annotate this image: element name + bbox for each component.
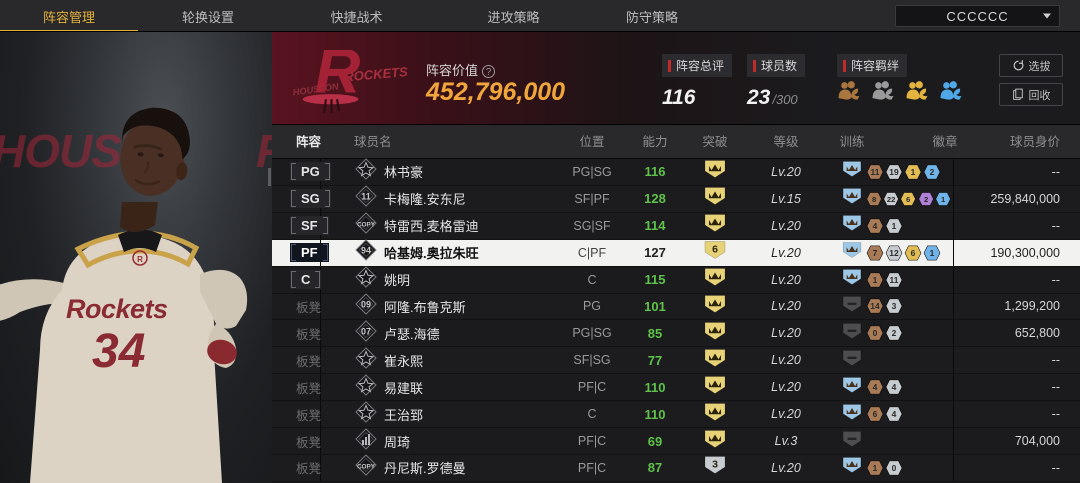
svg-text:11: 11 [361, 192, 371, 202]
svg-text:0: 0 [892, 463, 897, 473]
svg-text:12: 12 [889, 248, 899, 258]
svg-text:3: 3 [892, 302, 897, 312]
svg-text:2: 2 [924, 195, 928, 204]
svg-text:2: 2 [892, 329, 897, 339]
svg-text:COPY: COPY [357, 464, 376, 471]
svg-text:1: 1 [873, 275, 878, 285]
svg-text:COPY: COPY [357, 222, 376, 229]
svg-text:8: 8 [872, 195, 877, 204]
svg-text:R: R [137, 255, 143, 264]
svg-text:11: 11 [871, 167, 880, 177]
svg-text:Rockets: Rockets [66, 294, 168, 324]
svg-text:19: 19 [889, 167, 899, 177]
svg-text:6: 6 [911, 248, 916, 258]
svg-text:4: 4 [892, 382, 897, 392]
svg-text:3: 3 [712, 459, 718, 471]
svg-text:7: 7 [873, 248, 878, 258]
svg-text:1: 1 [930, 248, 935, 258]
svg-text:07: 07 [361, 326, 371, 336]
svg-text:6: 6 [906, 195, 910, 204]
svg-text:22: 22 [887, 195, 896, 204]
svg-text:1: 1 [873, 463, 878, 473]
svg-text:2: 2 [930, 167, 935, 177]
svg-text:4: 4 [892, 409, 897, 419]
svg-text:1: 1 [892, 221, 897, 231]
svg-text:11: 11 [890, 275, 899, 285]
svg-text:6: 6 [873, 409, 878, 419]
svg-text:R: R [315, 50, 361, 107]
svg-text:94: 94 [361, 245, 371, 255]
svg-text:1: 1 [911, 167, 916, 177]
svg-text:4: 4 [873, 382, 878, 392]
svg-text:4: 4 [873, 221, 878, 231]
svg-text:34: 34 [92, 325, 145, 378]
svg-text:6: 6 [712, 244, 718, 256]
svg-text:0: 0 [873, 329, 878, 339]
svg-text:14: 14 [870, 302, 880, 312]
svg-text:1: 1 [941, 195, 946, 204]
svg-text:09: 09 [361, 299, 371, 309]
